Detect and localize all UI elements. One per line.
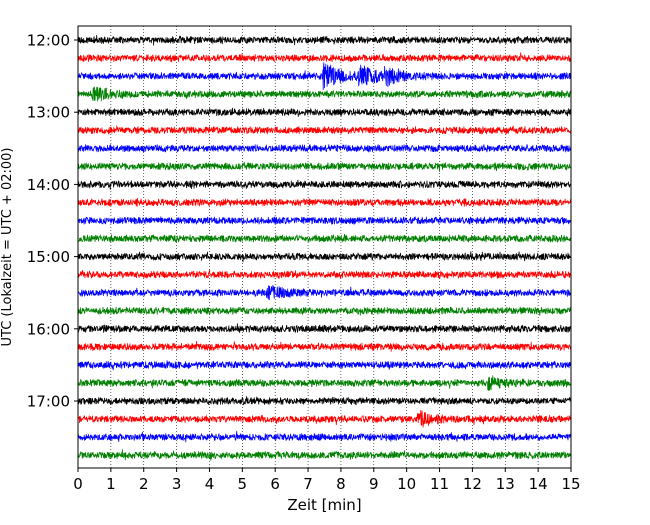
- trace-1630: [77, 360, 572, 371]
- trace-1315: [77, 125, 572, 135]
- x-tick-label-12: 12: [463, 475, 482, 493]
- x-tick-label-7: 7: [303, 475, 313, 493]
- x-tick-label-14: 14: [529, 475, 548, 493]
- x-axis: 0 1 2 3 4 5 6 7 8 9 10 11 12 13 14 15: [73, 468, 581, 493]
- trace-1645: [77, 375, 572, 392]
- x-tick-label-8: 8: [336, 475, 346, 493]
- x-tick-label-10: 10: [397, 475, 416, 493]
- x-axis-label: Zeit [min]: [287, 496, 361, 514]
- x-tick-label-0: 0: [73, 475, 83, 493]
- x-tick-label-2: 2: [139, 475, 149, 493]
- trace-1445: [77, 233, 572, 243]
- trace-1515: [77, 269, 572, 279]
- x-tick-label-13: 13: [496, 475, 515, 493]
- x-tick-label-15: 15: [561, 475, 580, 493]
- y-tick-label-2: 14:00: [27, 176, 70, 194]
- trace-layer: [77, 34, 572, 461]
- trace-1200: [77, 34, 572, 46]
- trace-1215: [77, 52, 572, 63]
- trace-1330: [77, 144, 572, 153]
- trace-1615: [77, 340, 572, 352]
- trace-1730: [77, 430, 572, 443]
- trace-1430: [77, 216, 572, 225]
- trace-1400: [77, 179, 572, 190]
- trace-1415: [77, 197, 572, 207]
- x-tick-label-6: 6: [270, 475, 280, 493]
- x-tick-label-4: 4: [205, 475, 215, 493]
- x-tick-label-9: 9: [369, 475, 379, 493]
- trace-1500: [77, 251, 572, 263]
- trace-1530: [77, 284, 572, 301]
- trace-1230: [77, 62, 572, 90]
- trace-1745: [77, 449, 572, 461]
- trace-1600: [77, 323, 572, 334]
- x-tick-label-1: 1: [106, 475, 116, 493]
- y-axis-label: UTC (Lokalzeit = UTC + 02:00): [0, 148, 15, 347]
- plot-frame: [77, 25, 572, 469]
- trace-1700: [77, 396, 572, 406]
- trace-1245: [77, 86, 572, 102]
- x-tick-label-3: 3: [172, 475, 182, 493]
- trace-1545: [77, 306, 572, 316]
- trace-1715: [77, 409, 572, 428]
- x-tick-label-5: 5: [238, 475, 248, 493]
- y-tick-label-4: 16:00: [27, 320, 70, 338]
- y-tick-label-3: 15:00: [27, 248, 70, 266]
- y-axis: 12:00 13:00 14:00 15:00 16:00 17:00: [27, 32, 78, 411]
- y-tick-label-1: 13:00: [27, 104, 70, 122]
- x-tick-label-11: 11: [430, 475, 449, 493]
- trace-1345: [77, 161, 572, 173]
- y-tick-label-0: 12:00: [27, 32, 70, 50]
- y-tick-label-5: 17:00: [27, 393, 70, 411]
- trace-1300: [77, 107, 572, 117]
